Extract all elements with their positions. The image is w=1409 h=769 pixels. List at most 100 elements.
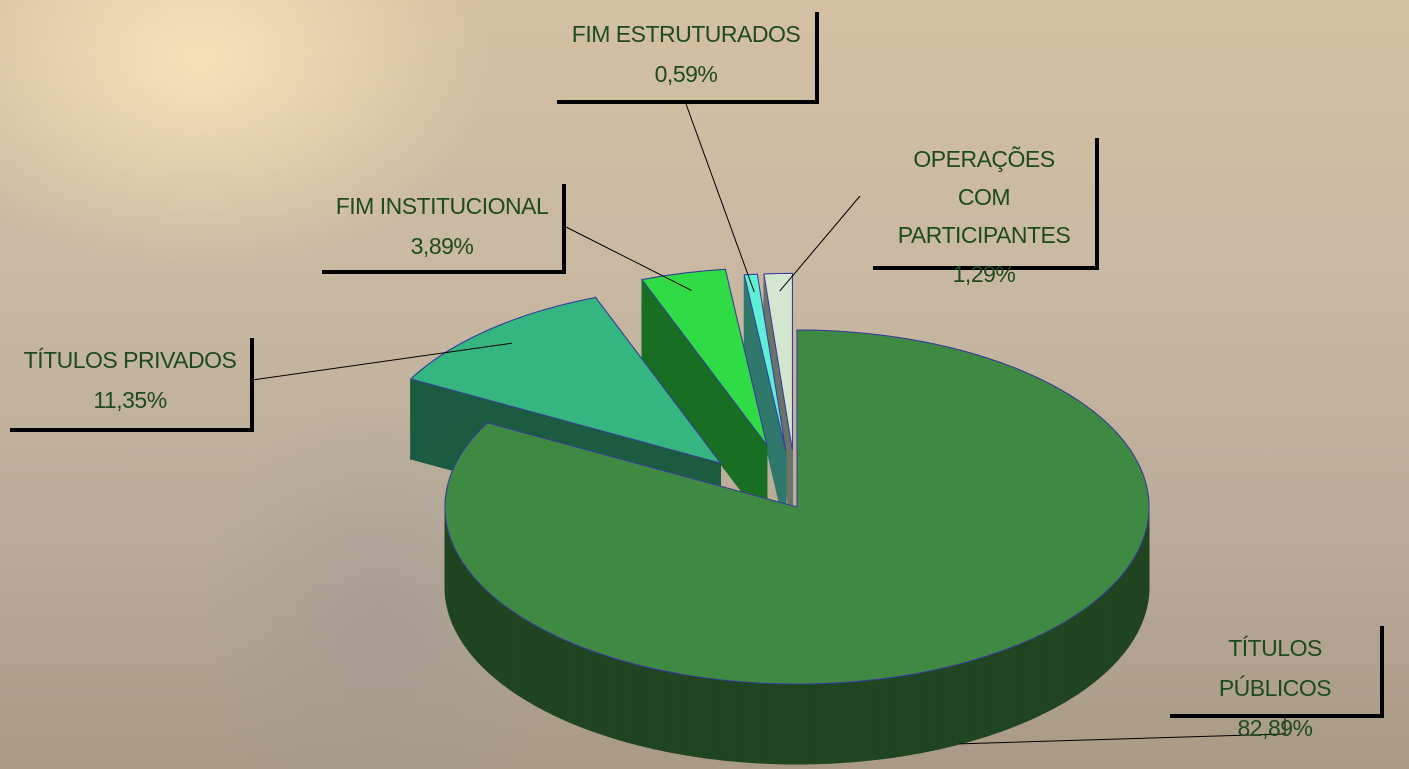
slice-side-face bbox=[974, 657, 981, 741]
slice-side-face bbox=[1078, 609, 1083, 694]
slice-side-face bbox=[535, 624, 541, 709]
slice-side-face bbox=[702, 677, 710, 759]
slice-name: TÍTULOS PRIVADOS bbox=[23, 347, 237, 373]
slice-side-face bbox=[888, 676, 895, 759]
slice bbox=[763, 272, 793, 451]
slice bbox=[641, 268, 768, 446]
slice-side-face bbox=[824, 682, 832, 764]
slice-side-face bbox=[882, 677, 890, 760]
slice-side-face bbox=[513, 611, 518, 696]
slice-side-face bbox=[653, 668, 660, 751]
data-label: TÍTULOS PÚBLICOS 82,89% bbox=[1170, 626, 1384, 741]
slice-side-face bbox=[675, 672, 682, 755]
leader-line bbox=[251, 342, 512, 381]
slice-side-face bbox=[524, 618, 529, 703]
slice-side-face bbox=[597, 652, 604, 736]
slice-side-face bbox=[1017, 642, 1024, 726]
slice-side-face bbox=[893, 675, 901, 758]
slice-side-face bbox=[984, 654, 991, 738]
slice-side-face bbox=[813, 683, 820, 765]
slice-side-face bbox=[664, 670, 671, 753]
slice-side-face bbox=[637, 664, 644, 747]
slice-side-face bbox=[847, 681, 855, 763]
slice-side-face bbox=[551, 633, 558, 718]
slice-side-face bbox=[910, 672, 918, 756]
slice-side-face bbox=[876, 678, 884, 760]
slice-side-face bbox=[842, 681, 849, 764]
slice bbox=[743, 273, 787, 451]
leader-line bbox=[685, 103, 755, 293]
slice-side-face bbox=[602, 653, 608, 737]
slice-value-label: 1,29% bbox=[952, 261, 1016, 287]
slice-side-face bbox=[998, 649, 1005, 733]
slice-side-face bbox=[904, 673, 912, 756]
slice-side-face bbox=[632, 662, 639, 746]
slice-side-face bbox=[642, 665, 649, 749]
slice-side-face bbox=[777, 683, 785, 765]
slice-side-face bbox=[989, 652, 996, 736]
slice-side-face bbox=[865, 679, 873, 762]
slice-side-face bbox=[899, 674, 906, 757]
slice-value-label: 82,89% bbox=[1237, 715, 1313, 741]
slice-name: OPERAÇÕES COM PARTICIPANTES bbox=[897, 146, 1071, 248]
slice-side-face bbox=[766, 682, 774, 765]
slice-side-face bbox=[1047, 627, 1054, 712]
slice-side-face bbox=[543, 629, 549, 714]
slice-side-face bbox=[1071, 614, 1076, 699]
slice-side-face bbox=[737, 680, 744, 763]
slice-side-face bbox=[725, 679, 733, 762]
slice-side-face bbox=[669, 671, 677, 754]
slice-side-face bbox=[520, 615, 526, 701]
slice-side-face bbox=[916, 671, 923, 755]
slice-side-face bbox=[516, 613, 522, 698]
slice-side-face bbox=[948, 664, 955, 748]
slice-side-face bbox=[564, 639, 571, 723]
slice-side-face bbox=[592, 650, 599, 734]
slice-side-face bbox=[1043, 630, 1049, 714]
slice-name: TÍTULOS PÚBLICOS bbox=[1218, 635, 1332, 701]
slice-side-face bbox=[754, 682, 762, 764]
slice-side-face bbox=[1022, 640, 1028, 724]
slice-side-face bbox=[1052, 625, 1058, 710]
leader-line bbox=[779, 195, 861, 292]
data-label: TÍTULOS PRIVADOS 11,35% bbox=[10, 338, 254, 432]
slice-side-face bbox=[760, 682, 768, 764]
slice-side-face bbox=[1067, 616, 1073, 701]
leader-line bbox=[959, 716, 1286, 745]
slice-side-face bbox=[836, 681, 844, 764]
slice-side-face bbox=[853, 680, 861, 763]
slice-name: FIM INSTITUCIONAL bbox=[335, 193, 549, 219]
slice-side-face bbox=[627, 661, 634, 745]
slice-side-face bbox=[621, 660, 629, 743]
slice-side-face bbox=[509, 608, 515, 694]
slice-side-face bbox=[1031, 636, 1037, 720]
slice-side-face bbox=[1063, 619, 1069, 704]
slice-side-face bbox=[1035, 634, 1041, 718]
slice-side-face bbox=[969, 659, 976, 742]
slice bbox=[409, 297, 722, 464]
slice-side-face bbox=[801, 683, 809, 765]
slice-side-face bbox=[1003, 647, 1010, 731]
slice-side-face bbox=[964, 660, 971, 744]
slice-side-face bbox=[697, 676, 704, 759]
slice-side-face bbox=[527, 620, 533, 705]
leader-line bbox=[563, 225, 692, 291]
data-label: OPERAÇÕES COM PARTICIPANTES 1,29% bbox=[873, 138, 1099, 287]
slice-side-face bbox=[937, 667, 945, 750]
slice-side-face bbox=[647, 666, 655, 750]
slice-side-face bbox=[569, 641, 575, 725]
slice-side-face bbox=[731, 680, 739, 763]
slice-value-label: 0,59% bbox=[654, 61, 718, 87]
slice-side-face bbox=[953, 663, 960, 747]
slice-side-face bbox=[658, 669, 666, 752]
slice-side-face bbox=[1008, 645, 1015, 730]
data-label: FIM INSTITUCIONAL 3,89% bbox=[322, 184, 566, 274]
slice-side-face bbox=[1039, 632, 1045, 716]
slice-side-face bbox=[742, 681, 750, 763]
slice-side-face bbox=[539, 627, 545, 711]
slice-side-face bbox=[582, 646, 589, 731]
slice-side-face bbox=[807, 683, 815, 765]
slice-side-face bbox=[818, 682, 826, 765]
slice-value-label: 11,35% bbox=[93, 387, 167, 413]
